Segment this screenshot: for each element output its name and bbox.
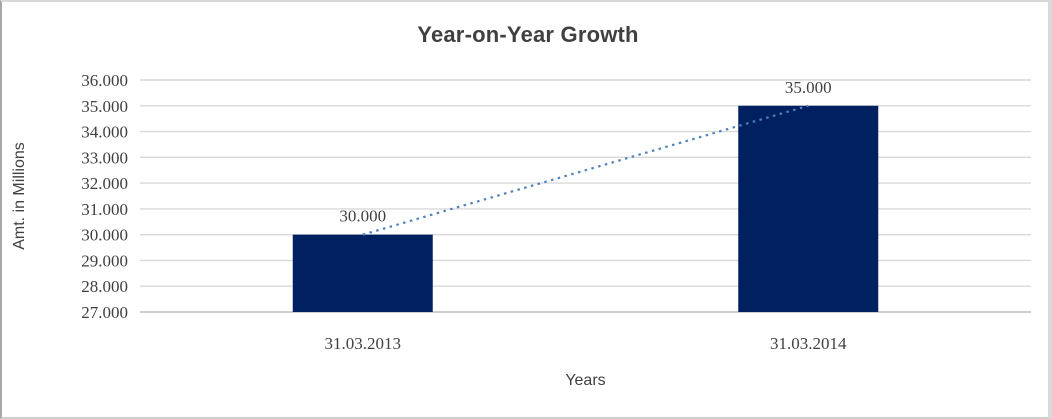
data-label: 35.000 xyxy=(785,78,832,97)
y-tick-label: 32.000 xyxy=(81,174,128,193)
y-tick-label: 29.000 xyxy=(81,251,128,270)
x-axis-title: Years xyxy=(565,372,606,389)
chart-title: Year-on-Year Growth xyxy=(417,22,639,47)
y-tick-label: 35.000 xyxy=(81,97,128,116)
y-tick-label: 28.000 xyxy=(81,277,128,296)
y-tick-label: 36.000 xyxy=(81,71,128,90)
y-tick-label: 33.000 xyxy=(81,148,128,167)
y-tick-label: 30.000 xyxy=(81,226,128,245)
x-category-label: 31.03.2013 xyxy=(325,334,402,353)
bar-31.03.2013 xyxy=(292,234,433,312)
y-tick-label: 34.000 xyxy=(81,123,128,142)
trendline xyxy=(362,104,809,236)
bar-31.03.2014 xyxy=(738,105,879,313)
data-label: 30.000 xyxy=(339,207,386,226)
y-tick-label: 27.000 xyxy=(81,303,128,322)
x-category-label: 31.03.2014 xyxy=(770,334,847,353)
y-tick-label: 31.000 xyxy=(81,200,128,219)
